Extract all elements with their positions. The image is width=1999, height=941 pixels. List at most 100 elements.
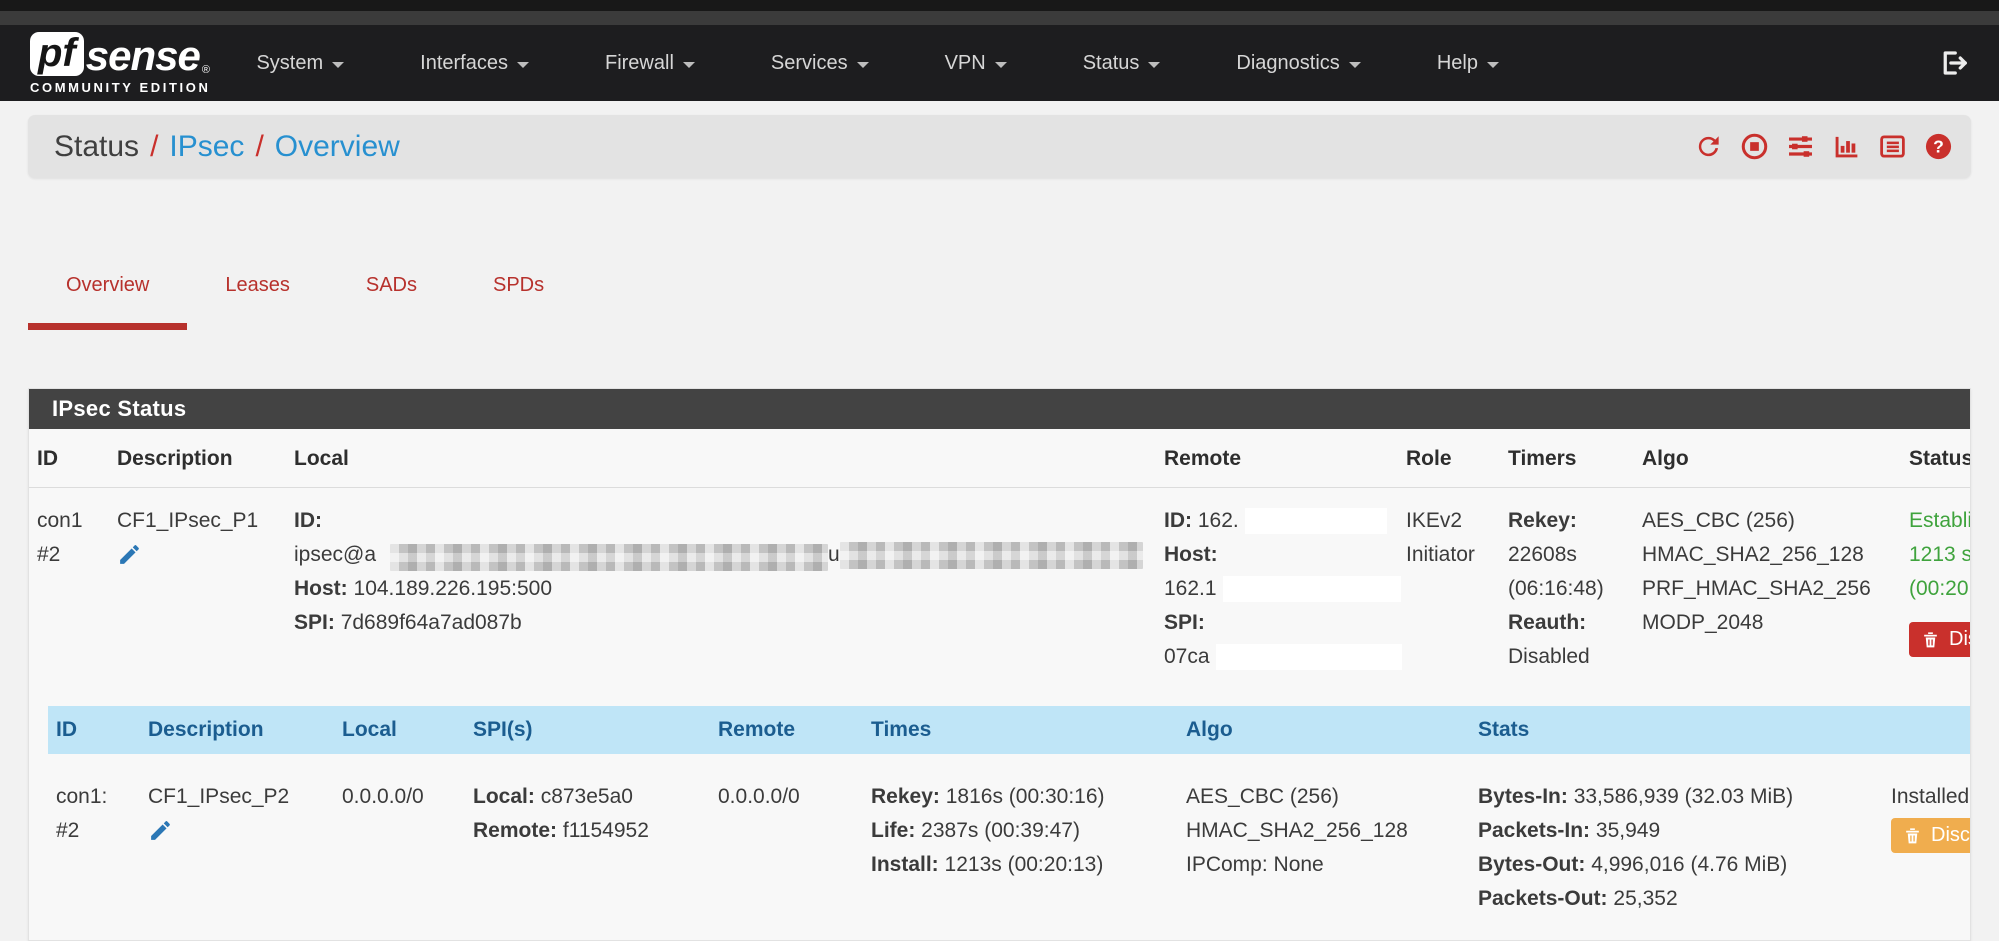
col-header-id: ID	[48, 706, 140, 754]
edit-pencil-icon[interactable]	[148, 818, 173, 843]
ipsec-status-panel: IPsec Status ID Description Local Remote…	[28, 388, 1971, 941]
cell-times: Rekey: 1816s (00:30:16) Life: 2387s (00:…	[863, 754, 1178, 930]
nav-item-vpn[interactable]: VPN	[945, 52, 1007, 75]
local-spi-label: SPI:	[294, 611, 335, 634]
algo-enc: AES_CBC (256)	[1642, 509, 1795, 532]
child-local-net: 0.0.0.0/0	[342, 785, 424, 808]
child-sa-header-row: ID Description Local SPI(s) Remote Times…	[48, 706, 1970, 754]
child-id-seq: #2	[56, 819, 80, 842]
stats-packets-out-value: 25,352	[1613, 887, 1678, 910]
nav-item-firewall[interactable]: Firewall	[605, 52, 695, 75]
window-top-strip	[0, 0, 1999, 11]
pfsense-logo[interactable]: pf sense ® COMMUNITY EDITION	[30, 31, 211, 95]
col-header-spis: SPI(s)	[465, 706, 710, 754]
tab-spds[interactable]: SPDs	[492, 274, 545, 296]
breadcrumb-separator: /	[255, 129, 264, 163]
cell-status: Established 1213 seconds (00:20:13) Disc…	[1901, 488, 1970, 697]
breadcrumb-link-overview[interactable]: Overview	[274, 129, 400, 163]
algo-dh: MODP_2048	[1642, 611, 1764, 634]
list-log-icon[interactable]	[1878, 132, 1907, 161]
col-header-stats: Stats	[1470, 706, 1883, 754]
refresh-icon[interactable]	[1694, 132, 1723, 161]
status-age: 1213 seconds	[1909, 543, 1970, 566]
col-header-id: ID	[29, 429, 109, 488]
remote-spi-label: SPI:	[1164, 611, 1205, 634]
remote-id-value: 162.	[1197, 509, 1239, 532]
nav-item-status[interactable]: Status	[1083, 52, 1161, 75]
chevron-down-icon	[994, 61, 1007, 68]
local-host-label: Host:	[294, 577, 348, 600]
disconnect-p1-button[interactable]: Disconnect	[1909, 622, 1970, 657]
remote-host-value: 162.1	[1164, 577, 1217, 600]
stats-packets-in-value: 35,949	[1595, 819, 1661, 842]
role-type: Initiator	[1406, 543, 1475, 566]
child-algo-integ: HMAC_SHA2_256_128	[1186, 819, 1408, 842]
chevron-down-icon	[682, 61, 695, 68]
chevron-down-icon	[1348, 61, 1361, 68]
cell-description: CF1_IPsec_P1	[109, 488, 286, 697]
status-state: Established	[1909, 509, 1970, 532]
spi-local-value: c873e5a0	[540, 785, 633, 808]
sa-id: con1	[37, 509, 83, 532]
stop-circle-icon[interactable]	[1740, 132, 1769, 161]
help-icon[interactable]: ?	[1924, 132, 1953, 161]
local-id-value-fragment: u	[828, 543, 840, 566]
nav-item-label: Diagnostics	[1236, 51, 1340, 74]
registered-mark: ®	[201, 63, 210, 76]
col-header-local: Local	[286, 429, 1156, 488]
nav-item-interfaces[interactable]: Interfaces	[420, 52, 529, 75]
cell-remote-net: 0.0.0.0/0	[710, 754, 863, 930]
spi-remote-value: f1154952	[562, 819, 649, 842]
breadcrumb-link-ipsec[interactable]: IPsec	[169, 129, 245, 163]
cell-local: ID: ipsec@a u Host: 104.189.226.195:500 S…	[286, 488, 1156, 697]
cell-remote: ID: 162. Host: 162.1 SPI: 07ca	[1156, 488, 1402, 697]
tab-overview[interactable]: Overview	[28, 274, 188, 330]
bar-chart-icon[interactable]	[1832, 132, 1861, 161]
spi-remote-label: Remote:	[473, 819, 558, 842]
cell-stats: Bytes-In: 33,586,939 (32.03 MiB) Packets…	[1470, 754, 1883, 930]
nav-item-help[interactable]: Help	[1437, 52, 1499, 75]
nav-item-label: Status	[1082, 51, 1140, 74]
edit-pencil-icon[interactable]	[117, 542, 142, 567]
stats-bytes-out-value: 4,996,016 (4.76 MiB)	[1591, 853, 1788, 876]
nav-item-label: System	[256, 51, 324, 74]
timers-rekey-time: (06:16:48)	[1508, 577, 1604, 600]
cell-child-status: Installed Disconnect	[1883, 754, 1970, 930]
main-navbar: pf sense ® COMMUNITY EDITION System Inte…	[0, 25, 1999, 101]
cell-timers: Rekey: 22608s (06:16:48) Reauth: Disable…	[1500, 488, 1634, 697]
sa-description: CF1_IPsec_P1	[117, 509, 259, 532]
nav-item-system[interactable]: System	[256, 51, 345, 75]
community-edition-label: COMMUNITY EDITION	[30, 79, 211, 95]
trash-icon	[1924, 632, 1937, 648]
tab-leases[interactable]: Leases	[225, 274, 290, 296]
nav-menu: System Interfaces Firewall Services VPN …	[256, 52, 1574, 75]
col-header-algo: Algo	[1634, 429, 1901, 488]
cell-id: con1 #2	[29, 488, 109, 697]
breadcrumb-separator: /	[150, 129, 159, 163]
sliders-icon[interactable]	[1786, 132, 1815, 161]
remote-spi-value: 07ca	[1164, 645, 1210, 668]
stats-packets-in-label: Packets-In:	[1478, 819, 1591, 842]
disconnect-p2-button[interactable]: Disconnect	[1891, 818, 1970, 853]
cell-algo: AES_CBC (256) HMAC_SHA2_256_128 PRF_HMAC…	[1634, 488, 1901, 697]
local-id-label: ID:	[294, 509, 322, 532]
pfsense-logo-sense: sense	[85, 31, 201, 79]
child-id: con1:	[56, 785, 108, 808]
stats-packets-out-label: Packets-Out:	[1478, 887, 1608, 910]
redacted-white-block	[1244, 508, 1387, 535]
times-life-label: Life:	[871, 819, 916, 842]
col-header-remote: Remote	[710, 706, 863, 754]
cell-description: CF1_IPsec_P2	[140, 754, 334, 930]
tab-sads[interactable]: SADs	[365, 274, 417, 296]
child-sa-row: con1: #2 CF1_IPsec_P2 0.0.0.0/0 Local: c…	[48, 754, 1970, 930]
col-header-status: Status	[1901, 429, 1970, 488]
timers-reauth-label: Reauth:	[1508, 611, 1587, 634]
algo-integ: HMAC_SHA2_256_128	[1642, 543, 1864, 566]
trash-icon	[1906, 828, 1919, 844]
nav-item-diagnostics[interactable]: Diagnostics	[1236, 51, 1361, 75]
col-header-algo: Algo	[1178, 706, 1470, 754]
nav-item-services[interactable]: Services	[771, 52, 869, 75]
breadcrumb: Status / IPsec / Overview ?	[28, 115, 1971, 178]
disconnect-label: Disconnect	[1931, 824, 1970, 846]
sign-out-icon[interactable]	[1939, 48, 1969, 78]
